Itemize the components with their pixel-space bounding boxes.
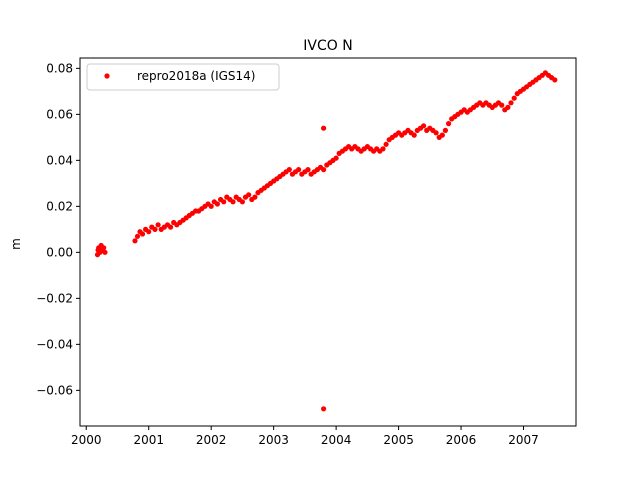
data-point	[139, 231, 146, 237]
data-point	[239, 199, 245, 205]
data-point	[421, 123, 427, 129]
data-point	[321, 406, 327, 412]
y-tick-label: −0.02	[36, 291, 73, 305]
data-point	[439, 132, 445, 138]
data-points	[94, 70, 558, 412]
data-point	[305, 167, 311, 173]
data-point	[134, 233, 141, 239]
plot-frame	[79, 57, 577, 427]
legend-label: repro2018a (IGS14)	[137, 69, 255, 83]
x-tick-label: 2005	[383, 433, 414, 447]
data-point	[102, 249, 108, 255]
x-tick-label: 2000	[71, 433, 102, 447]
data-point	[214, 201, 220, 207]
data-point	[321, 167, 327, 173]
x-tick-label: 2006	[446, 433, 477, 447]
data-point	[505, 104, 511, 110]
y-tick-label: −0.04	[36, 337, 73, 351]
data-point	[321, 125, 327, 131]
data-point	[101, 245, 107, 251]
data-point	[442, 127, 448, 133]
data-point	[333, 155, 339, 161]
x-tick-label: 2007	[508, 433, 539, 447]
data-point	[552, 77, 558, 83]
data-point	[508, 100, 514, 106]
y-tick-label: 0.02	[46, 199, 73, 213]
legend-box	[86, 63, 280, 91]
data-point	[433, 130, 439, 136]
data-point	[296, 167, 302, 173]
data-point	[168, 224, 174, 230]
y-tick-label: −0.06	[36, 383, 73, 397]
data-point	[380, 146, 386, 152]
data-point	[286, 167, 292, 173]
data-point	[146, 229, 152, 235]
x-tick-label: 2001	[133, 433, 164, 447]
data-point	[132, 238, 138, 244]
data-point	[499, 102, 505, 108]
data-point	[221, 199, 227, 205]
legend-marker	[104, 73, 110, 79]
x-tick-label: 2002	[196, 433, 227, 447]
data-point	[252, 194, 258, 200]
legend: repro2018a (IGS14)	[86, 63, 280, 91]
data-point	[155, 222, 161, 228]
axes: 2000 2001 2002 2003 2004 2005 2006 2007 −0.06 −0.…	[36, 61, 539, 447]
y-axis-label: m	[9, 238, 23, 250]
data-point	[411, 132, 417, 138]
y-tick-label: 0.04	[46, 153, 73, 167]
data-point	[208, 203, 214, 209]
data-point	[446, 121, 452, 127]
y-tick-label: 0.08	[46, 61, 73, 75]
data-point	[230, 199, 236, 205]
chart-title: IVCO N	[303, 38, 352, 54]
y-tick-label: 0.06	[46, 107, 73, 121]
data-point	[511, 95, 517, 101]
data-point	[152, 226, 158, 232]
x-tick-label: 2003	[258, 433, 289, 447]
data-point	[246, 192, 252, 198]
x-tick-label: 2004	[321, 433, 352, 447]
data-point	[383, 141, 389, 147]
y-tick-label: 0.00	[46, 245, 73, 259]
